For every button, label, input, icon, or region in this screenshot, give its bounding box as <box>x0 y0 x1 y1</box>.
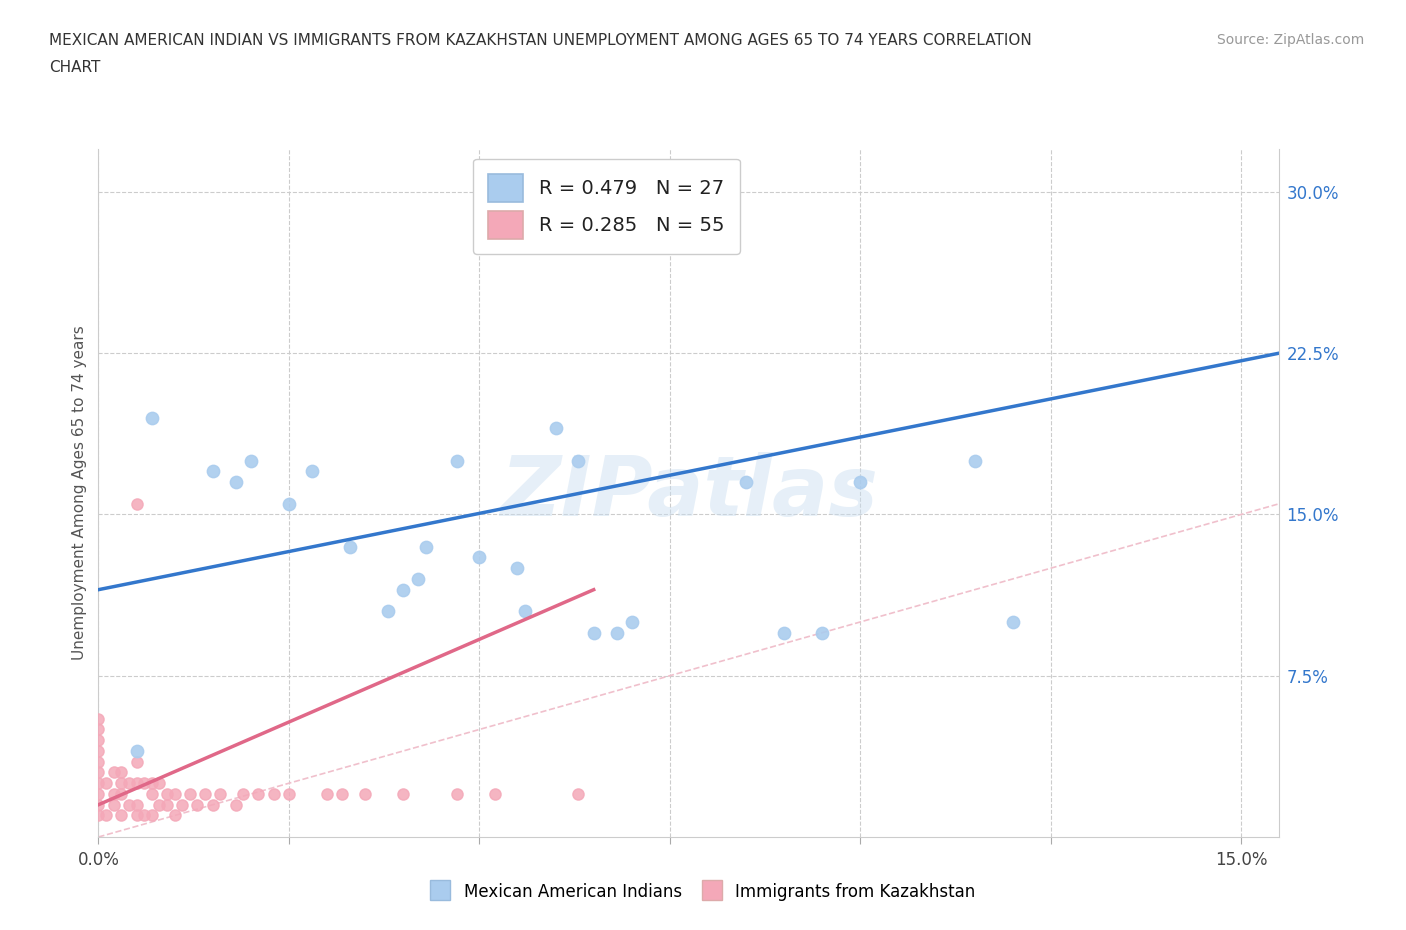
Point <box>118 797 141 812</box>
Point <box>172 797 194 812</box>
Point <box>849 474 872 489</box>
Point <box>1001 615 1024 630</box>
Point <box>330 787 353 802</box>
Point <box>209 787 232 802</box>
Point <box>87 711 110 726</box>
Point <box>87 722 110 737</box>
Point <box>103 797 125 812</box>
Point <box>125 744 148 759</box>
Point <box>225 474 247 489</box>
Point <box>544 421 567 436</box>
Point <box>87 733 110 748</box>
Y-axis label: Unemployment Among Ages 65 to 74 years: Unemployment Among Ages 65 to 74 years <box>72 326 87 660</box>
Point <box>103 787 125 802</box>
Point <box>87 776 110 790</box>
Point <box>156 787 179 802</box>
Point <box>277 497 299 512</box>
Point <box>141 787 163 802</box>
Point <box>773 625 796 640</box>
Point <box>110 787 132 802</box>
Point <box>277 787 299 802</box>
Point <box>582 625 605 640</box>
Text: Source: ZipAtlas.com: Source: ZipAtlas.com <box>1216 33 1364 46</box>
Point <box>392 787 415 802</box>
Point <box>567 453 589 468</box>
Point <box>446 453 468 468</box>
Point <box>110 808 132 823</box>
Point <box>110 765 132 780</box>
Point <box>194 787 217 802</box>
Text: ZIPatlas: ZIPatlas <box>501 452 877 534</box>
Point <box>141 808 163 823</box>
Point <box>377 604 399 618</box>
Point <box>94 776 117 790</box>
Point <box>141 776 163 790</box>
Point <box>513 604 536 618</box>
Point <box>963 453 986 468</box>
Point <box>811 625 834 640</box>
Point <box>339 539 361 554</box>
Point <box>125 754 148 769</box>
Point <box>118 776 141 790</box>
Point <box>125 797 148 812</box>
Point <box>415 539 437 554</box>
Point <box>141 410 163 425</box>
Point <box>201 464 224 479</box>
Point <box>506 561 529 576</box>
Point <box>94 808 117 823</box>
Point <box>87 808 110 823</box>
Point <box>354 787 377 802</box>
Point <box>87 797 110 812</box>
Point <box>225 797 247 812</box>
Point <box>446 787 468 802</box>
Point <box>179 787 201 802</box>
Legend: Mexican American Indians, Immigrants from Kazakhstan: Mexican American Indians, Immigrants fro… <box>423 876 983 908</box>
Point <box>263 787 285 802</box>
Point <box>148 776 170 790</box>
Point <box>232 787 254 802</box>
Point <box>87 754 110 769</box>
Text: MEXICAN AMERICAN INDIAN VS IMMIGRANTS FROM KAZAKHSTAN UNEMPLOYMENT AMONG AGES 65: MEXICAN AMERICAN INDIAN VS IMMIGRANTS FR… <box>49 33 1032 47</box>
Point <box>125 776 148 790</box>
Point <box>392 582 415 597</box>
Point <box>87 787 110 802</box>
Point <box>316 787 339 802</box>
Point <box>567 787 589 802</box>
Point <box>201 797 224 812</box>
Point <box>134 776 156 790</box>
Point <box>247 787 270 802</box>
Point <box>239 453 262 468</box>
Point <box>468 550 491 565</box>
Point <box>301 464 323 479</box>
Text: CHART: CHART <box>49 60 101 75</box>
Point <box>620 615 643 630</box>
Point <box>110 776 132 790</box>
Point <box>125 497 148 512</box>
Point <box>148 797 170 812</box>
Point <box>103 765 125 780</box>
Point <box>87 744 110 759</box>
Point <box>484 787 506 802</box>
Legend: R = 0.479   N = 27, R = 0.285   N = 55: R = 0.479 N = 27, R = 0.285 N = 55 <box>472 158 740 255</box>
Point <box>186 797 208 812</box>
Point <box>125 808 148 823</box>
Point <box>87 765 110 780</box>
Point <box>156 797 179 812</box>
Point <box>735 474 758 489</box>
Point <box>163 808 186 823</box>
Point <box>134 808 156 823</box>
Point <box>408 571 430 587</box>
Point <box>606 625 628 640</box>
Point <box>163 787 186 802</box>
